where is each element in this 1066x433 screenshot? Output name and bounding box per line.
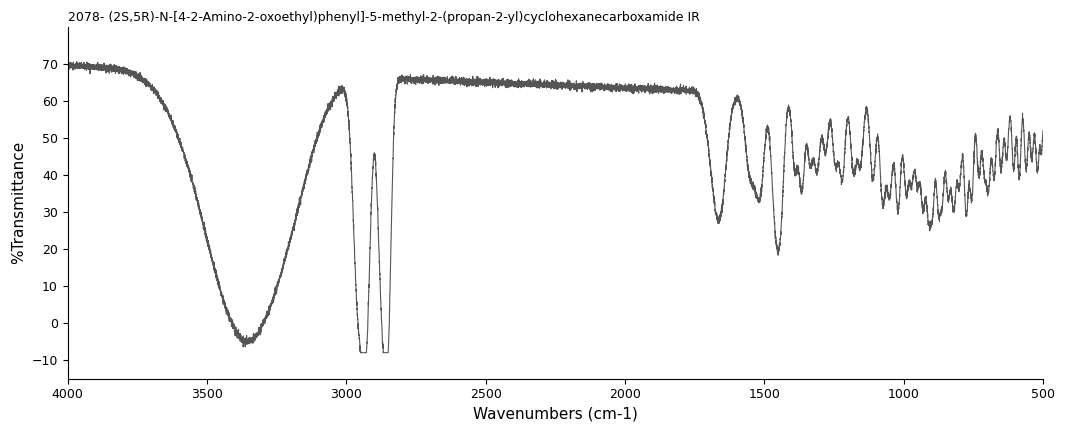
Text: 2078- (2S,5R)-N-[4-2-Amino-2-oxoethyl)phenyl]-5-methyl-2-(propan-2-yl)cyclohexan: 2078- (2S,5R)-N-[4-2-Amino-2-oxoethyl)ph… [68, 11, 699, 24]
X-axis label: Wavenumbers (cm-1): Wavenumbers (cm-1) [473, 407, 637, 422]
Y-axis label: %Transmittance: %Transmittance [11, 141, 26, 264]
